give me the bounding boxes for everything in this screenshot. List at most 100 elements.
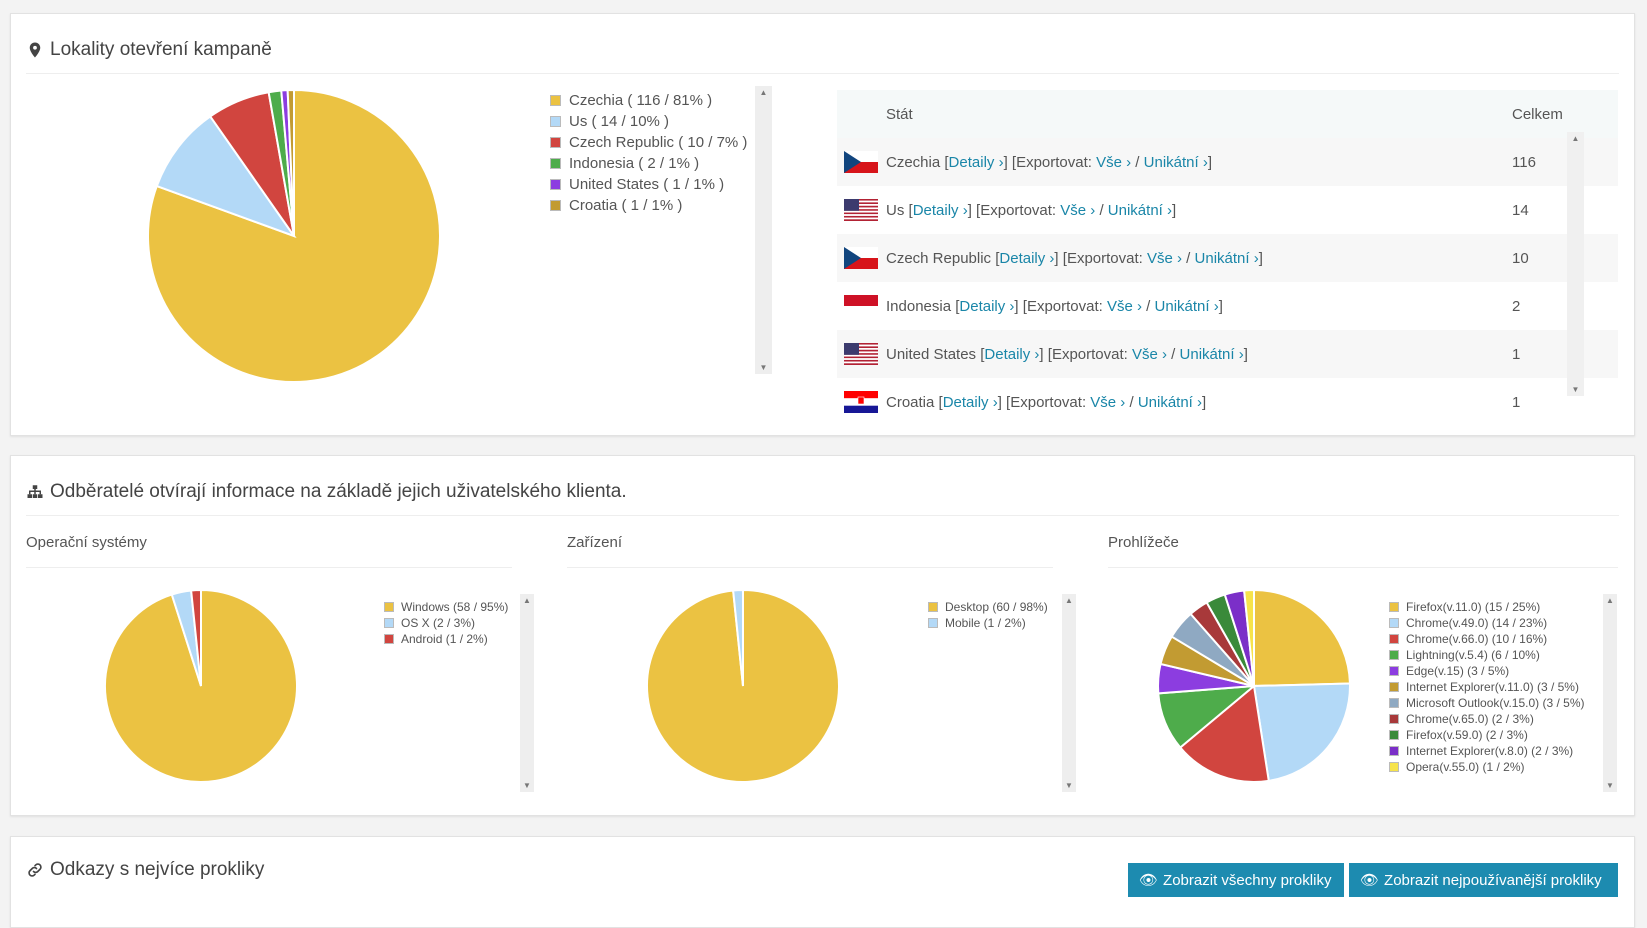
export-label: Exportovat: (1010, 393, 1087, 411)
legend-label: Internet Explorer(v.8.0) (2 / 3%) (1406, 744, 1574, 758)
legend-item[interactable]: Indonesia ( 2 / 1% ) (550, 153, 747, 174)
pie-slice[interactable] (732, 588, 744, 687)
state-name: Czech Republic (886, 249, 992, 267)
legend-item[interactable]: Microsoft Outlook(v.15.0) (3 / 5%) (1389, 695, 1585, 711)
hr-flag-icon (838, 391, 884, 413)
legend-item[interactable]: Edge(v.15) (3 / 5%) (1389, 663, 1585, 679)
export-unique-link[interactable]: Unikátní › (1143, 153, 1208, 171)
legend-item[interactable]: Opera(v.55.0) (1 / 2%) (1389, 759, 1585, 775)
legend-swatch (1389, 762, 1399, 772)
show-all-clicks-button[interactable]: 👁 Zobrazit všechny prokliky (1128, 863, 1344, 897)
legend-item[interactable]: Android (1 / 2%) (384, 631, 508, 647)
legend-swatch (550, 137, 561, 148)
legend-swatch (928, 618, 938, 628)
table-row: Croatia [Detaily ›] [Exportovat: Vše › /… (837, 378, 1618, 426)
table-row: Indonesia [Detaily ›] [Exportovat: Vše ›… (837, 282, 1618, 330)
legend-item[interactable]: Firefox(v.11.0) (15 / 25%) (1389, 599, 1585, 615)
pie-slice[interactable] (190, 588, 202, 687)
export-all-link[interactable]: Vše › (1096, 153, 1132, 171)
export-unique-link[interactable]: Unikátní › (1137, 393, 1203, 411)
locations-panel: Lokality otevření kampaně Czechia ( 116 … (10, 13, 1635, 436)
export-unique-link[interactable]: Unikátní › (1194, 249, 1259, 267)
legend-item[interactable]: Windows (58 / 95%) (384, 599, 508, 615)
legend-swatch (1389, 730, 1399, 740)
legend-label: Android (1 / 2%) (401, 632, 488, 646)
export-all-link[interactable]: Vše › (1146, 249, 1182, 267)
legend-swatch (1389, 714, 1399, 724)
export-all-link[interactable]: Vše › (1131, 345, 1167, 363)
legend-swatch (1389, 618, 1399, 628)
cz-flag-icon (838, 151, 884, 173)
detail-link[interactable]: Detaily › (984, 345, 1040, 363)
legend-label: Indonesia ( 2 / 1% ) (569, 155, 700, 172)
export-all-link[interactable]: Vše › (1060, 201, 1096, 219)
legend-label: Edge(v.15) (3 / 5%) (1406, 664, 1510, 678)
legend-item[interactable]: Us ( 14 / 10% ) (550, 111, 747, 132)
clients-title-text: Odběratelé otvírají informace na základě… (50, 481, 627, 502)
export-label: Exportovat: (1026, 297, 1103, 315)
legend-item[interactable]: OS X (2 / 3%) (384, 615, 508, 631)
legend-label: Chrome(v.49.0) (14 / 23%) (1406, 616, 1548, 630)
legend-label: Firefox(v.11.0) (15 / 25%) (1406, 600, 1541, 614)
locations-legend: Czechia ( 116 / 81% ) Us ( 14 / 10% ) Czec… (550, 90, 747, 216)
legend-label: Czech Republic ( 10 / 7% ) (569, 134, 748, 151)
legend-item[interactable]: Czech Republic ( 10 / 7% ) (550, 132, 747, 153)
browsers-legend-scrollbar[interactable]: ▲ ▼ (1603, 594, 1617, 792)
state-total: 116 (1511, 138, 1618, 186)
legend-item[interactable]: United States ( 1 / 1% ) (550, 174, 747, 195)
legend-swatch (550, 158, 561, 169)
os-legend-scrollbar[interactable]: ▲ ▼ (520, 594, 534, 792)
legend-label: Croatia ( 1 / 1% ) (569, 197, 683, 214)
legend-item[interactable]: Czechia ( 116 / 81% ) (550, 90, 747, 111)
map-marker-icon (29, 42, 41, 58)
locations-table: Stát Celkem Czechia [Detaily ›] [Exporto… (837, 90, 1618, 426)
pie-slice[interactable] (1252, 682, 1351, 782)
show-most-used-clicks-button[interactable]: 👁 Zobrazit nejpoužívanější prokliky (1349, 863, 1618, 897)
legend-item[interactable]: Mobile (1 / 2%) (928, 615, 1048, 631)
legend-label: Czechia ( 116 / 81% ) (569, 92, 713, 109)
sitemap-icon (27, 485, 43, 498)
id-flag-icon (838, 295, 884, 317)
detail-link[interactable]: Detaily › (959, 297, 1015, 315)
state-total: 1 (1511, 330, 1618, 378)
devices-legend-scrollbar[interactable]: ▲ ▼ (1062, 594, 1076, 792)
detail-link[interactable]: Detaily › (999, 249, 1055, 267)
legend-swatch (384, 634, 394, 644)
os-title: Operační systémy (26, 534, 512, 568)
pie-slice[interactable] (1178, 684, 1270, 783)
legend-swatch (1389, 634, 1399, 644)
export-unique-link[interactable]: Unikátní › (1107, 201, 1172, 219)
legend-item[interactable]: Internet Explorer(v.8.0) (2 / 3%) (1389, 743, 1585, 759)
pie-slice[interactable] (155, 115, 297, 239)
legend-item[interactable]: Chrome(v.65.0) (2 / 3%) (1389, 711, 1585, 727)
detail-link[interactable]: Detaily › (942, 393, 998, 411)
cz-flag-icon (838, 247, 884, 269)
legend-label: Chrome(v.66.0) (10 / 16%) (1406, 632, 1548, 646)
export-unique-link[interactable]: Unikátní › (1179, 345, 1244, 363)
clients-panel: Odběratelé otvírají informace na základě… (10, 455, 1635, 816)
export-all-link[interactable]: Vše › (1106, 297, 1142, 315)
export-unique-link[interactable]: Unikátní › (1154, 297, 1219, 315)
locations-table-scrollbar[interactable]: ▲ ▼ (1567, 132, 1584, 396)
legend-item[interactable]: Firefox(v.59.0) (2 / 3%) (1389, 727, 1585, 743)
legend-item[interactable]: Internet Explorer(v.11.0) (3 / 5%) (1389, 679, 1585, 695)
legend-item[interactable]: Croatia ( 1 / 1% ) (550, 195, 747, 216)
table-row: Czechia [Detaily ›] [Exportovat: Vše › /… (837, 138, 1618, 186)
legend-item[interactable]: Chrome(v.66.0) (10 / 16%) (1389, 631, 1585, 647)
legend-item[interactable]: Desktop (60 / 98%) (928, 599, 1048, 615)
legend-item[interactable]: Chrome(v.49.0) (14 / 23%) (1389, 615, 1585, 631)
pie-slice[interactable] (286, 88, 295, 237)
legend-label: Us ( 14 / 10% ) (569, 113, 670, 130)
detail-link[interactable]: Detaily › (912, 201, 968, 219)
pie-slice[interactable] (1243, 588, 1255, 687)
legend-item[interactable]: Lightning(v.5.4) (6 / 10%) (1389, 647, 1585, 663)
pie-slice[interactable] (1253, 588, 1351, 688)
links-title: Odkazy s nejvíce prokliky (26, 859, 264, 893)
export-label: Exportovat: (1066, 249, 1143, 267)
devices-pie-chart (646, 588, 840, 783)
export-all-link[interactable]: Vše › (1090, 393, 1126, 411)
legend-label: Lightning(v.5.4) (6 / 10%) (1406, 648, 1540, 662)
us-flag-icon (838, 199, 884, 221)
locations-legend-scrollbar[interactable]: ▲ ▼ (755, 86, 772, 374)
detail-link[interactable]: Detaily › (948, 153, 1004, 171)
